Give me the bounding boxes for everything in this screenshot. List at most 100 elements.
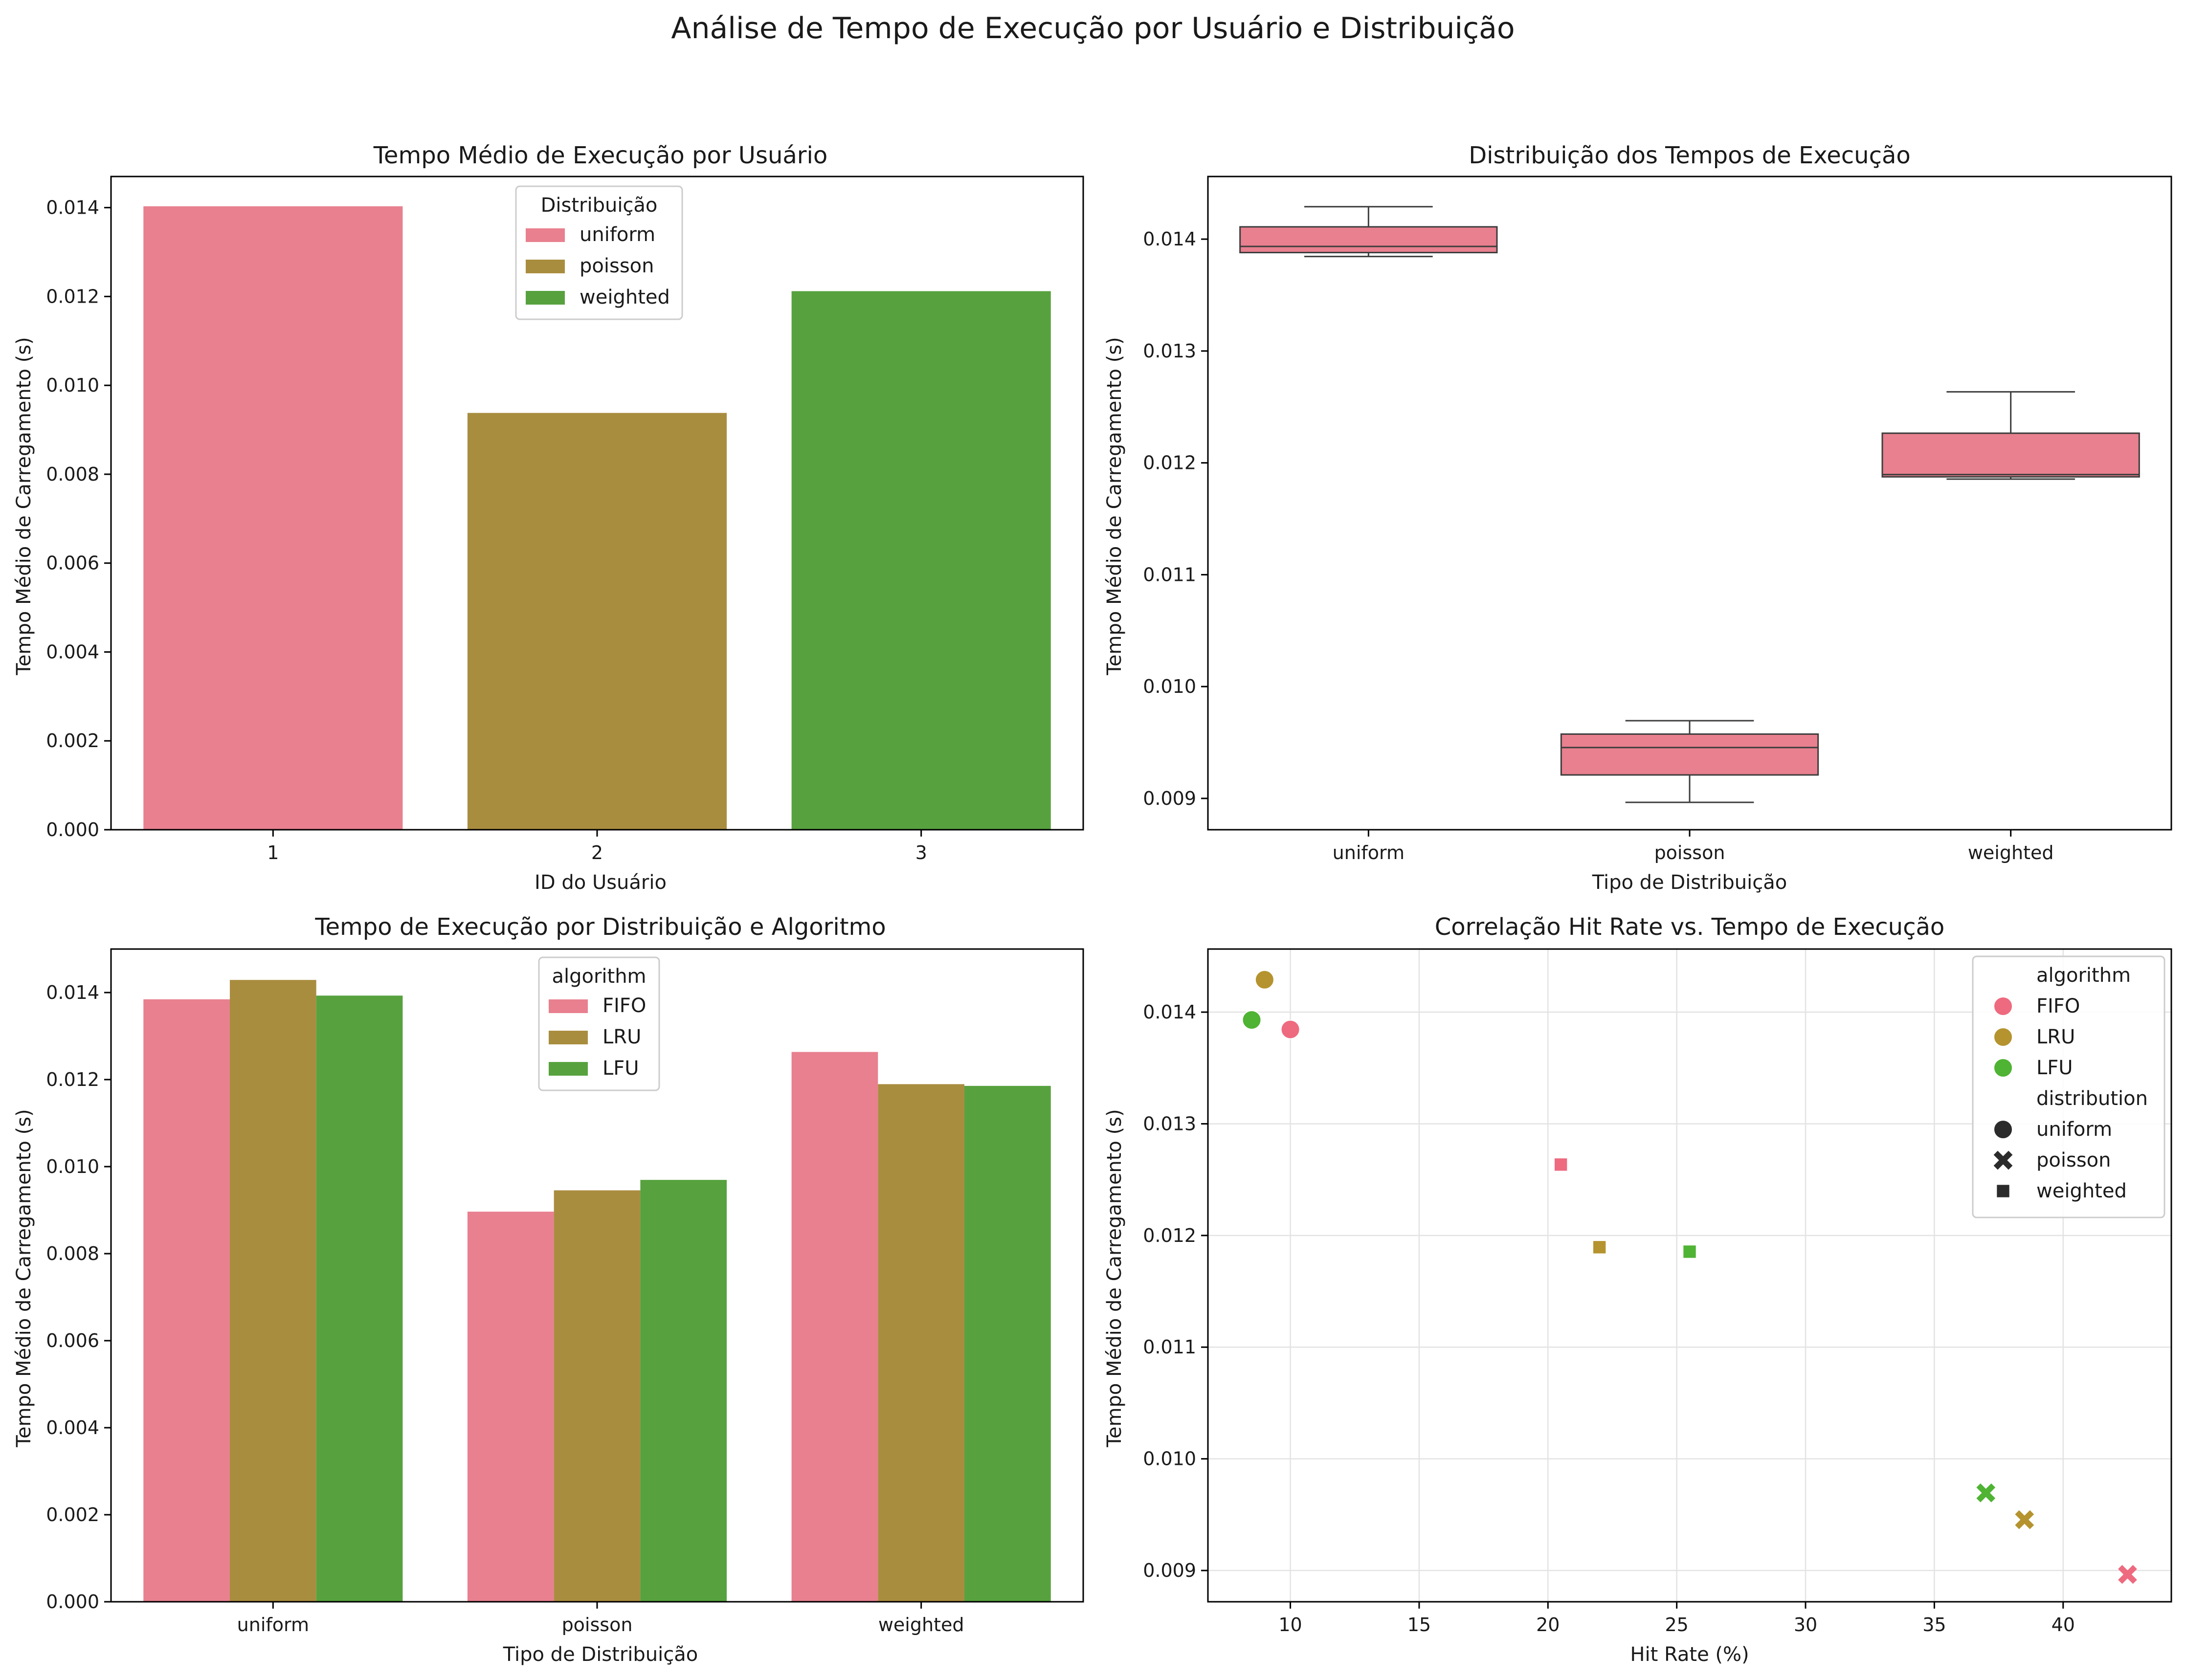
y-axis-label: Tempo Médio de Carregamento (s) bbox=[13, 337, 35, 675]
legend-swatch-fifo bbox=[549, 999, 588, 1013]
x-tick-label: 10 bbox=[1278, 1614, 1302, 1636]
x-tick-label: poisson bbox=[1654, 842, 1725, 863]
legend-title: algorithm bbox=[552, 965, 646, 988]
y-tick-label: 0.013 bbox=[1143, 1113, 1196, 1134]
chart-panel-user-bars: Tempo Médio de Execução por Usuário ID d… bbox=[13, 142, 1084, 894]
legend-label-weighted: weighted bbox=[2036, 1180, 2127, 1202]
bar-uniform-lfu bbox=[316, 995, 403, 1602]
y-tick-label: 0.011 bbox=[1143, 1336, 1196, 1358]
point-fifo-poisson bbox=[2118, 1565, 2137, 1584]
y-tick-label: 0.012 bbox=[1143, 452, 1196, 474]
y-tick-label: 0.014 bbox=[46, 982, 99, 1003]
legend-label-poisson: poisson bbox=[2036, 1149, 2111, 1172]
legend-label-uniform: uniform bbox=[2036, 1118, 2112, 1141]
legend-box bbox=[1972, 955, 2165, 1218]
y-tick-label: 0.002 bbox=[46, 730, 99, 752]
legend-swatch-poisson bbox=[526, 260, 565, 273]
legend-marker-lru bbox=[1993, 1027, 2013, 1047]
y-tick-label: 0.010 bbox=[46, 375, 99, 396]
legend-title-algorithm: algorithm bbox=[2036, 964, 2131, 987]
bar-poisson-fifo bbox=[467, 1212, 554, 1602]
y-tick-label: 0.014 bbox=[1143, 1001, 1196, 1023]
legend-title-distribution: distribution bbox=[2036, 1087, 2148, 1110]
legend-title: Distribuição bbox=[541, 194, 658, 217]
y-tick-label: 0.012 bbox=[46, 286, 99, 307]
point-lfu-uniform bbox=[1242, 1010, 1262, 1030]
panel-title: Tempo Médio de Execução por Usuário bbox=[373, 142, 827, 169]
point-lfu-weighted bbox=[1682, 1244, 1697, 1259]
point-lru-weighted bbox=[1592, 1240, 1607, 1255]
box-poisson bbox=[1560, 733, 1819, 776]
x-tick-label: uniform bbox=[1333, 842, 1405, 863]
x-tick-label: poisson bbox=[562, 1614, 633, 1636]
x-tick-label: 30 bbox=[1794, 1614, 1817, 1636]
bar-uniform-lru bbox=[229, 980, 316, 1602]
legend-label-lru: LRU bbox=[602, 1026, 641, 1048]
bar-weighted-fifo bbox=[791, 1052, 878, 1602]
panel-title: Tempo de Execução por Distribuição e Alg… bbox=[314, 913, 886, 941]
legend-marker-poisson bbox=[1993, 1150, 2013, 1170]
legend-marker-uniform bbox=[1993, 1120, 2013, 1139]
y-tick-label: 0.009 bbox=[1143, 788, 1196, 809]
bar-weighted-lru bbox=[878, 1084, 965, 1602]
box-weighted bbox=[1881, 432, 2140, 478]
y-tick-label: 0.013 bbox=[1143, 340, 1196, 362]
bar-poisson-lru bbox=[554, 1190, 641, 1602]
legend-marker-lfu bbox=[1993, 1058, 2013, 1078]
plot-marks: 0.009 0.010 0.011 0.012 0.013 0.014 10 15 20 25 30… bbox=[1143, 948, 2172, 1636]
legend-swatch-uniform bbox=[526, 228, 565, 242]
point-lfu-poisson bbox=[1976, 1483, 1996, 1503]
y-tick-label: 0.004 bbox=[46, 641, 99, 663]
legend-marker-weighted bbox=[1996, 1184, 2010, 1198]
x-tick-label: 25 bbox=[1665, 1614, 1688, 1636]
chart-panel-distribution-boxes: Distribuição dos Tempos de Execução Tipo… bbox=[1103, 142, 2172, 894]
box-uniform bbox=[1239, 226, 1498, 254]
y-tick-label: 0.012 bbox=[46, 1069, 99, 1090]
x-tick-label: 35 bbox=[1922, 1614, 1946, 1636]
y-tick-label: 0.014 bbox=[1143, 228, 1196, 250]
panel-title: Distribuição dos Tempos de Execução bbox=[1469, 142, 1911, 169]
y-tick-label: 0.000 bbox=[46, 819, 99, 840]
y-tick-label: 0.008 bbox=[46, 464, 99, 485]
legend-swatch-lru bbox=[549, 1031, 588, 1044]
plot-marks: 0.009 0.010 0.011 0.012 0.013 0.014 uniform poi… bbox=[1143, 176, 2172, 863]
y-axis-label: Tempo Médio de Carregamento (s) bbox=[1103, 337, 1126, 675]
bar-uniform-fifo bbox=[143, 999, 230, 1602]
bar-user-3 bbox=[791, 291, 1051, 830]
legend-label-fifo: FIFO bbox=[2036, 995, 2080, 1017]
legend-label-lfu: LFU bbox=[2036, 1057, 2073, 1079]
bar-user-2 bbox=[467, 413, 727, 830]
x-tick-label: weighted bbox=[878, 1614, 964, 1636]
figure-title: Análise de Tempo de Execução por Usuário… bbox=[671, 11, 1515, 45]
y-tick-label: 0.006 bbox=[46, 1330, 99, 1351]
x-tick-label: uniform bbox=[237, 1614, 309, 1636]
y-tick-label: 0.004 bbox=[46, 1417, 99, 1438]
x-axis-label: Tipo de Distribuição bbox=[503, 1643, 698, 1666]
x-tick-label: 40 bbox=[2052, 1614, 2075, 1636]
y-tick-label: 0.000 bbox=[46, 1591, 99, 1613]
x-tick-label: 15 bbox=[1407, 1614, 1431, 1636]
y-tick-label: 0.010 bbox=[1143, 676, 1196, 697]
legend-swatch-lfu bbox=[549, 1062, 588, 1076]
plot-marks: 0.000 0.002 0.004 0.006 0.008 0.010 0.012 0.014… bbox=[46, 948, 1084, 1636]
point-lru-poisson bbox=[2015, 1510, 2034, 1529]
panel-title: Correlação Hit Rate vs. Tempo de Execuçã… bbox=[1435, 913, 1945, 941]
bar-poisson-lfu bbox=[640, 1180, 727, 1602]
y-tick-label: 0.002 bbox=[46, 1504, 99, 1525]
x-axis-label: Tipo de Distribuição bbox=[1592, 871, 1787, 894]
plot-marks: 0.000 0.002 0.004 0.006 0.008 0.010 0.012 0.014… bbox=[46, 176, 1084, 863]
bar-weighted-lfu bbox=[964, 1085, 1051, 1602]
x-tick-label: 20 bbox=[1536, 1614, 1560, 1636]
legend-label-lfu: LFU bbox=[602, 1057, 639, 1080]
y-axis-label: Tempo Médio de Carregamento (s) bbox=[1103, 1109, 1126, 1447]
legend-swatch-weighted bbox=[526, 291, 565, 305]
legend-box bbox=[515, 185, 683, 320]
bar-user-1 bbox=[143, 206, 403, 830]
x-axis-label: ID do Usuário bbox=[535, 871, 667, 894]
y-tick-label: 0.011 bbox=[1143, 564, 1196, 585]
legend-label-weighted: weighted bbox=[580, 286, 670, 309]
y-tick-label: 0.010 bbox=[46, 1156, 99, 1177]
point-fifo-uniform bbox=[1280, 1019, 1300, 1039]
x-tick-label: 3 bbox=[915, 842, 927, 863]
